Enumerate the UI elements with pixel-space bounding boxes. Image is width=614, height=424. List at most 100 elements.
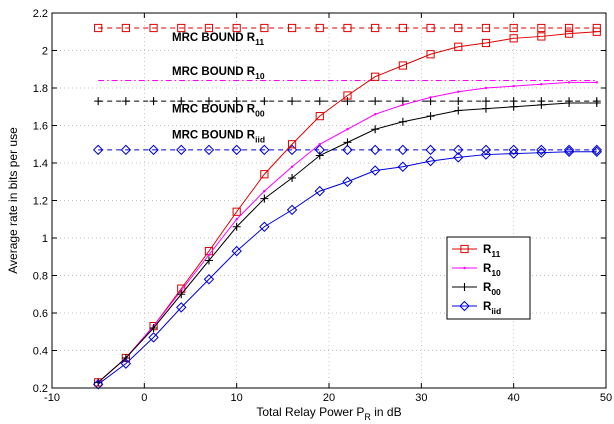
series-marker <box>235 218 238 221</box>
bound-marker <box>286 144 298 156</box>
bound-marker <box>149 23 158 33</box>
y-tick-label: 1 <box>42 233 48 245</box>
series-marker <box>371 125 380 134</box>
series-marker <box>425 155 436 167</box>
bound-marker <box>232 97 241 106</box>
series-marker <box>595 81 598 84</box>
series-marker <box>591 146 602 157</box>
bound-annotation: MRC BOUND R00 <box>172 103 265 118</box>
series-marker <box>592 99 601 107</box>
bound-marker <box>481 23 491 33</box>
legend-marker <box>460 244 469 254</box>
series-marker <box>509 34 518 43</box>
bound-marker <box>397 144 409 156</box>
series-marker <box>481 38 491 48</box>
bound-marker <box>564 23 574 33</box>
series-marker <box>260 170 269 179</box>
x-tick-label: 40 <box>508 392 520 404</box>
y-tick-label: 0.6 <box>33 308 48 320</box>
legend: R11 R10 R00 Riid <box>446 236 531 320</box>
series-marker <box>426 50 435 59</box>
bound-marker <box>203 144 215 156</box>
bound-marker <box>231 144 242 156</box>
bound-marker <box>260 23 269 33</box>
bound-marker <box>121 97 130 106</box>
y-tick-label: 1.2 <box>33 196 48 208</box>
series-marker <box>263 189 266 193</box>
bound-marker <box>204 97 213 106</box>
series-marker <box>536 147 547 158</box>
series-marker <box>231 245 242 257</box>
series-line <box>97 151 597 385</box>
bound-marker <box>232 23 241 33</box>
series-marker <box>204 256 213 265</box>
bound-marker <box>342 144 353 156</box>
series-marker <box>287 140 297 149</box>
legend-marker <box>459 300 470 312</box>
bound-marker <box>148 144 159 156</box>
bound-marker <box>260 97 269 106</box>
bound-marker <box>94 97 103 106</box>
legend-label: R11 <box>483 244 501 259</box>
bound-marker <box>509 23 518 33</box>
bound-marker <box>94 23 103 33</box>
series-marker <box>565 99 574 107</box>
y-tick-label: 1.4 <box>33 158 48 170</box>
bound-marker <box>425 144 436 156</box>
series-marker <box>397 161 409 172</box>
series-marker <box>260 194 269 203</box>
series-marker <box>509 102 518 111</box>
series-marker <box>563 146 575 157</box>
bound-marker <box>315 23 324 33</box>
series-marker <box>398 117 407 126</box>
series-marker <box>457 90 460 93</box>
series-marker <box>177 290 186 299</box>
series-marker <box>401 103 405 107</box>
series-marker <box>373 113 377 116</box>
series-marker <box>315 151 324 160</box>
bound-marker <box>537 23 546 33</box>
bound-marker <box>120 144 132 156</box>
series-marker <box>286 204 298 216</box>
series-marker <box>343 91 352 100</box>
series-marker <box>203 274 215 285</box>
series-marker <box>232 222 241 231</box>
bound-marker <box>343 97 352 106</box>
grid <box>51 12 607 389</box>
series-marker <box>288 174 297 182</box>
series-marker <box>342 176 353 187</box>
series-marker <box>314 185 325 197</box>
series-marker <box>148 332 159 343</box>
y-axis-label: Average rate in bits per use <box>6 127 20 274</box>
series-marker <box>346 128 349 131</box>
series-marker <box>120 358 132 369</box>
bound-marker <box>591 144 602 156</box>
series-marker <box>564 29 574 38</box>
y-tick-label: 1.6 <box>33 121 48 133</box>
series-marker <box>371 72 380 81</box>
bound-marker <box>287 23 297 33</box>
y-tick-label: 0.2 <box>33 383 48 395</box>
bound-marker <box>426 23 435 33</box>
series-marker <box>232 207 241 216</box>
legend-marker <box>463 266 466 270</box>
bound-lines <box>92 23 602 156</box>
series-marker <box>290 165 294 168</box>
series-lines <box>92 27 602 390</box>
series-line <box>97 81 597 383</box>
bound-marker <box>369 144 381 156</box>
bound-marker <box>177 97 186 106</box>
legend-label: R10 <box>483 263 501 278</box>
bound-marker <box>536 144 547 156</box>
legend-label: R00 <box>483 282 501 297</box>
series-marker <box>176 302 187 313</box>
series-marker <box>121 354 130 362</box>
series-marker <box>149 324 158 332</box>
series-marker <box>540 83 543 86</box>
series-marker <box>508 148 519 159</box>
bound-marker <box>288 97 297 106</box>
x-tick-label: 0 <box>141 392 147 404</box>
bound-marker <box>398 23 407 33</box>
y-tick-label: 2.2 <box>33 8 48 20</box>
